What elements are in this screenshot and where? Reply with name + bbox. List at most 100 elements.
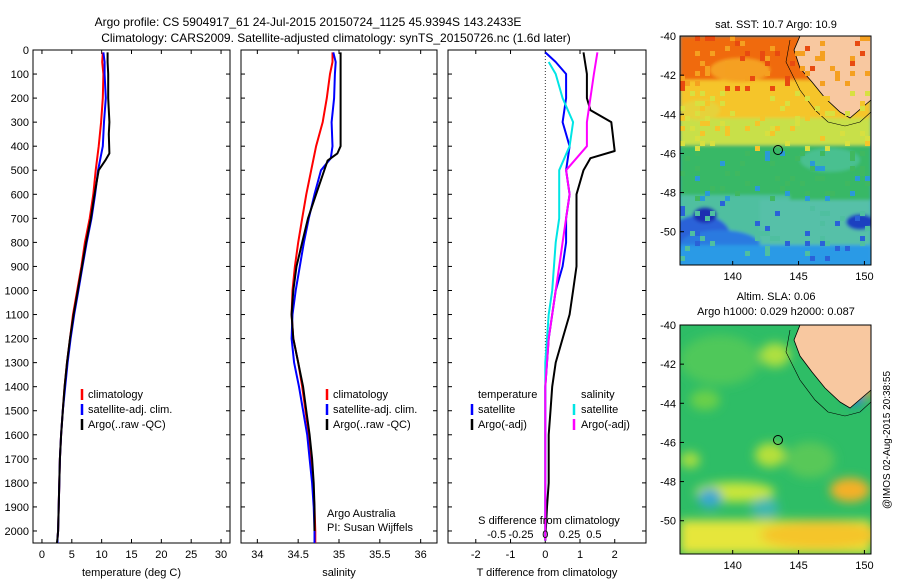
sst-pixel bbox=[805, 116, 810, 121]
sst-pixel bbox=[720, 91, 725, 96]
sst-pixel bbox=[785, 181, 790, 186]
sst-pixel bbox=[720, 101, 725, 106]
sst-pixel bbox=[760, 116, 765, 121]
s-tick-label: 0.25 bbox=[559, 529, 580, 541]
sst-pixel bbox=[770, 161, 775, 166]
title-line-1: Argo profile: CS 5904917_61 24-Jul-2015 … bbox=[95, 15, 522, 29]
y-tick-label: 600 bbox=[11, 189, 29, 201]
sst-pixel bbox=[860, 106, 865, 111]
sst-pixel bbox=[820, 51, 825, 56]
sla-map-subtitle: Argo h1000: 0.029 h2000: 0.087 bbox=[697, 306, 855, 318]
map-x-tick-label: 145 bbox=[789, 271, 807, 283]
sst-pixel bbox=[805, 231, 810, 236]
plot-frame bbox=[32, 49, 231, 544]
sst-pixel bbox=[785, 76, 790, 81]
y-tick-label: 1900 bbox=[5, 502, 29, 514]
sst-pixel bbox=[850, 61, 855, 66]
legend-label: Argo(..raw -QC) bbox=[88, 419, 166, 431]
sst-pixel bbox=[730, 206, 735, 211]
sst-pixel bbox=[750, 76, 755, 81]
sst-pixel bbox=[715, 126, 720, 131]
legend-label: satellite-adj. clim. bbox=[88, 404, 172, 416]
sst-pixel bbox=[835, 246, 840, 251]
sst-pixel bbox=[770, 196, 775, 201]
map-y-tick-label: -42 bbox=[660, 70, 676, 82]
sst-pixel bbox=[735, 86, 740, 91]
sst-pixel bbox=[810, 206, 815, 211]
sst-pixel bbox=[825, 241, 830, 246]
sst-pixel bbox=[850, 71, 855, 76]
sst-pixel bbox=[850, 191, 855, 196]
sst-pixel bbox=[765, 71, 770, 76]
sst-pixel bbox=[780, 106, 785, 111]
sst-pixel bbox=[755, 186, 760, 191]
title-line-2: Climatology: CARS2009. Satellite-adjuste… bbox=[101, 31, 571, 45]
sst-pixel bbox=[700, 236, 705, 241]
sst-pixel bbox=[825, 96, 830, 101]
sst-pixel bbox=[860, 101, 865, 106]
sst-pixel bbox=[825, 256, 830, 261]
sst-pixel bbox=[705, 66, 710, 71]
series-line bbox=[290, 52, 337, 543]
sst-pixel bbox=[775, 176, 780, 181]
sst-pixel bbox=[845, 181, 850, 186]
sst-pixel bbox=[860, 236, 865, 241]
sst-pixel bbox=[725, 171, 730, 176]
sst-pixel bbox=[705, 191, 710, 196]
sst-pixel bbox=[770, 86, 775, 91]
sst-pixel bbox=[765, 246, 770, 251]
map-y-tick-label: -44 bbox=[660, 109, 676, 121]
y-tick-label: 0 bbox=[23, 45, 29, 57]
sst-pixel bbox=[865, 91, 870, 96]
sst-pixel bbox=[810, 66, 815, 71]
sst-pixel bbox=[770, 46, 775, 51]
sst-pixel bbox=[765, 91, 770, 96]
sst-pixel bbox=[730, 36, 735, 41]
map-y-tick-label: -46 bbox=[660, 148, 676, 160]
sst-pixel bbox=[685, 156, 690, 161]
sst-pixel bbox=[725, 196, 730, 201]
sst-pixel bbox=[700, 131, 705, 136]
map-y-tick-label: -50 bbox=[660, 516, 676, 528]
sst-pixel bbox=[765, 131, 770, 136]
sst-pixel bbox=[710, 241, 715, 246]
x-axis-label: T difference from climatology bbox=[477, 567, 618, 579]
sst-pixel bbox=[695, 81, 700, 86]
map-y-tick-label: -48 bbox=[660, 477, 676, 489]
sst-pixel bbox=[860, 131, 865, 136]
sst-pixel bbox=[725, 86, 730, 91]
sst-pixel bbox=[685, 246, 690, 251]
sst-pixel bbox=[755, 231, 760, 236]
x-tick-label: 15 bbox=[125, 549, 137, 561]
sst-pixel bbox=[765, 151, 770, 156]
sst-pixel bbox=[830, 191, 835, 196]
sst-pixel bbox=[765, 226, 770, 231]
sst-pixel bbox=[810, 161, 815, 166]
y-tick-label: 100 bbox=[11, 69, 29, 81]
salinity-panel: 34 34.5 35 35.5 36 salinity climatology satelli… bbox=[240, 49, 438, 579]
s-tick-label: -0.5 bbox=[487, 529, 506, 541]
sst-pixel bbox=[725, 126, 730, 131]
plot-frame bbox=[240, 49, 438, 544]
sst-pixel bbox=[705, 71, 710, 76]
sst-pixel bbox=[695, 166, 700, 171]
sst-pixel bbox=[755, 221, 760, 226]
sst-map-frame bbox=[679, 35, 872, 266]
sst-pixel bbox=[695, 51, 700, 56]
sst-pixel bbox=[695, 151, 700, 156]
sst-pixel bbox=[825, 196, 830, 201]
sst-pixel bbox=[800, 181, 805, 186]
legend-label: satellite bbox=[581, 404, 618, 416]
sst-pixel bbox=[695, 36, 700, 41]
map-y-tick-label: -50 bbox=[660, 227, 676, 239]
map-y-tick-label: -46 bbox=[660, 437, 676, 449]
sst-pixel bbox=[845, 141, 850, 146]
s-tick-label: 0.5 bbox=[586, 529, 601, 541]
sst-pixel bbox=[740, 41, 745, 46]
difference-panel: -2 -1 0 1 2 T difference from climatology temp… bbox=[447, 49, 647, 579]
map-y-tick-label: -48 bbox=[660, 188, 676, 200]
y-tick-label: 1700 bbox=[5, 454, 29, 466]
sst-pixel bbox=[825, 211, 830, 216]
sst-pixel bbox=[785, 81, 790, 86]
x-tick-label: 35.5 bbox=[369, 549, 390, 561]
